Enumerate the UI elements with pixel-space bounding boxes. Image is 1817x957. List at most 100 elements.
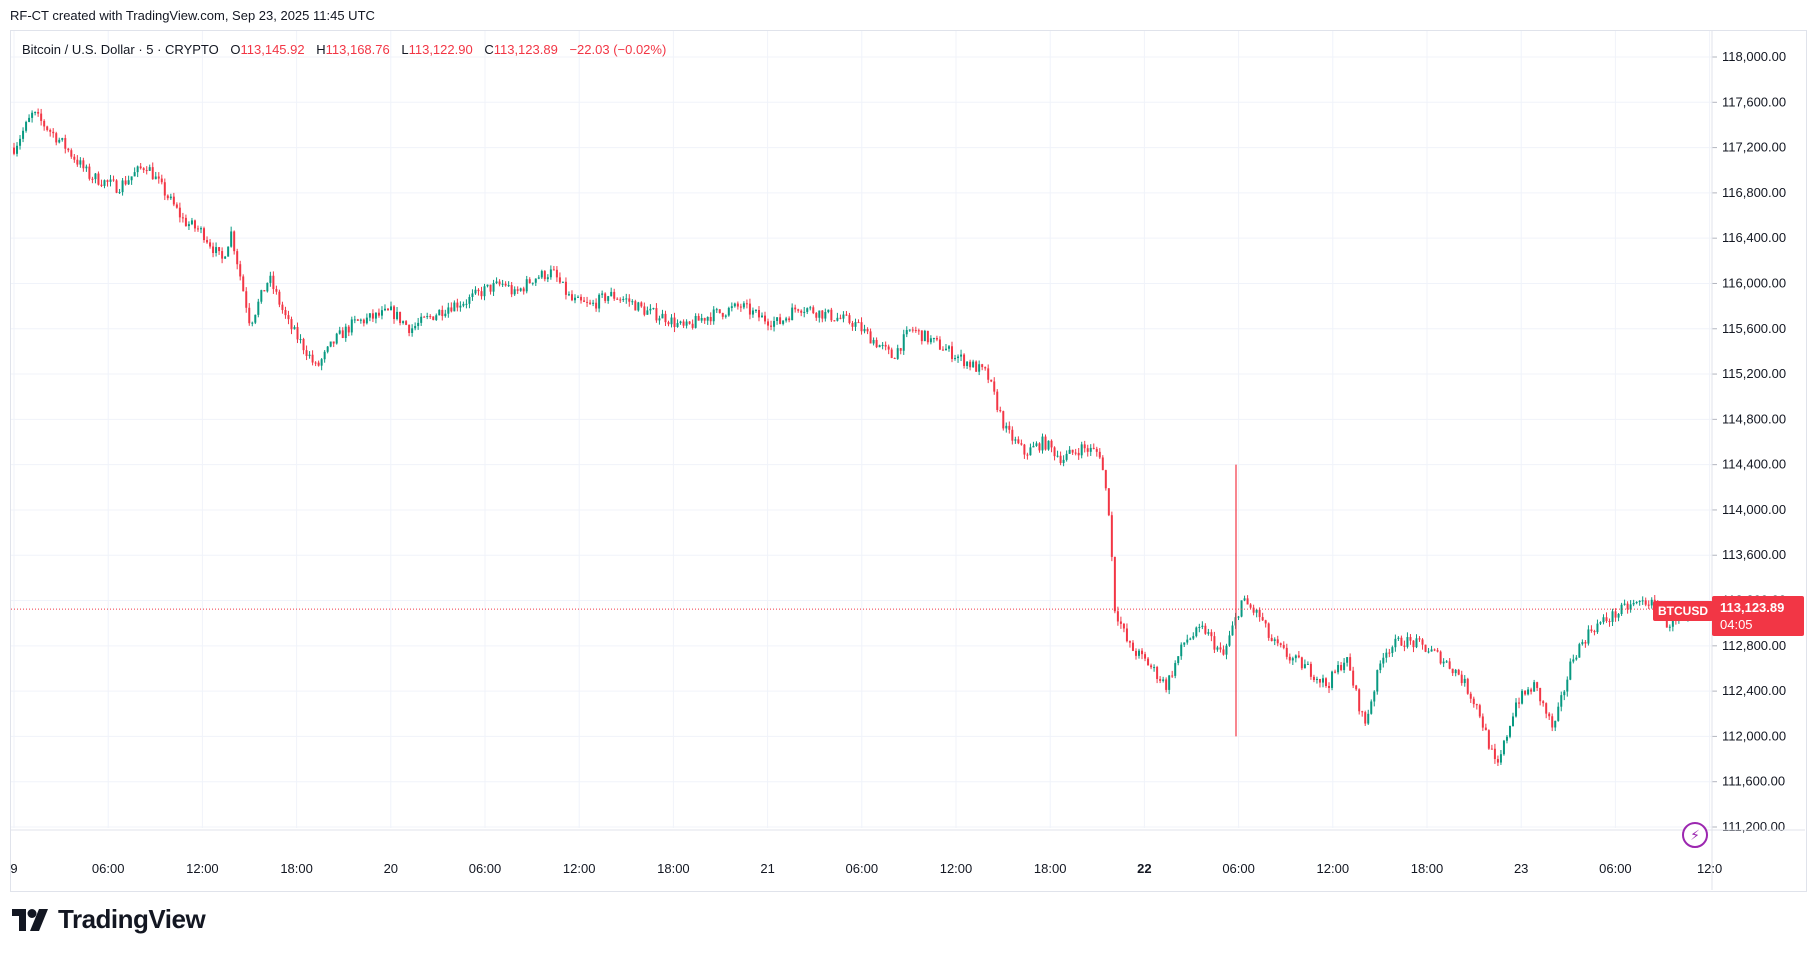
tradingview-logo[interactable]: TradingView: [12, 904, 206, 935]
candle-body: [1231, 625, 1234, 636]
candle-body: [1192, 636, 1195, 639]
candle-body: [528, 279, 531, 284]
candle-body: [275, 289, 278, 292]
candle-body: [920, 330, 923, 342]
candle-body: [88, 166, 91, 179]
candle-body: [863, 329, 866, 332]
candle-body: [531, 282, 534, 284]
candle-body: [1261, 617, 1264, 621]
candle-body: [133, 172, 136, 177]
candle-body: [1002, 411, 1005, 429]
candle-body: [368, 313, 371, 318]
candle-body: [703, 318, 706, 321]
candle-body: [474, 289, 477, 294]
candle-body: [1548, 713, 1551, 717]
candle-body: [815, 313, 818, 318]
candle-body: [1508, 726, 1511, 737]
candle-body: [28, 117, 31, 122]
candle-body: [742, 303, 745, 308]
candle-body: [1092, 447, 1095, 449]
candle-body: [767, 321, 770, 326]
y-tick-label: 116,800.00: [1722, 185, 1786, 200]
candle-body: [1282, 644, 1285, 648]
candle-body: [1216, 647, 1219, 650]
candle-body: [887, 346, 890, 350]
candle-body: [227, 246, 230, 257]
candle-body: [242, 276, 245, 292]
candle-body: [546, 277, 549, 280]
candle-body: [456, 302, 459, 308]
candle-body: [797, 309, 800, 311]
y-tick-label: 111,600.00: [1722, 774, 1785, 789]
candle-body: [435, 315, 438, 320]
candle-body: [1315, 678, 1318, 680]
candle-body: [1466, 678, 1469, 694]
candle-body: [1388, 652, 1391, 654]
candle-body: [1493, 748, 1496, 760]
candle-body: [438, 309, 441, 316]
candle-body: [917, 330, 920, 332]
candle-body: [1116, 611, 1119, 622]
candle-body: [664, 313, 667, 323]
candle-body: [1050, 440, 1053, 448]
candle-body: [595, 302, 598, 309]
candle-body: [573, 297, 576, 301]
candle-body: [619, 299, 622, 301]
chart-frame[interactable]: [10, 30, 1807, 892]
legend-low-value: 113,122.90: [408, 42, 473, 57]
y-tick-label: 111,200.00: [1722, 819, 1785, 834]
x-tick-label: 18:00: [1411, 861, 1444, 876]
candle-body: [1309, 663, 1312, 677]
candle-body: [386, 308, 389, 311]
candle-body: [721, 312, 724, 317]
candle-body: [969, 361, 972, 368]
candle-body: [1014, 439, 1017, 441]
candle-body: [1044, 436, 1047, 450]
candle-body: [326, 346, 329, 352]
candle-body: [374, 312, 377, 319]
candle-body: [76, 159, 79, 165]
candle-body: [25, 121, 28, 131]
candle-body: [287, 315, 290, 320]
candle-body: [1156, 667, 1159, 680]
candle-body: [350, 319, 353, 333]
candle-body: [1201, 625, 1204, 627]
candle-body: [1641, 600, 1644, 602]
candle-body: [1617, 614, 1620, 618]
candle-body: [733, 303, 736, 307]
candle-body: [854, 322, 857, 327]
candle-body: [625, 298, 628, 300]
candle-body: [1141, 650, 1144, 655]
candle-body: [1502, 740, 1505, 755]
candle-body: [178, 207, 181, 218]
candle-body: [954, 358, 957, 360]
candle-body: [145, 170, 148, 172]
candle-body: [483, 286, 486, 297]
candle-body: [272, 275, 275, 290]
candle-body: [1524, 690, 1527, 695]
candle-body: [1545, 703, 1548, 714]
candle-body: [583, 300, 586, 302]
candle-body: [788, 318, 791, 321]
candle-body: [1056, 455, 1059, 457]
candle-body: [1448, 661, 1451, 669]
candle-body: [1614, 611, 1617, 618]
candle-body: [1162, 679, 1165, 681]
candle-body: [1593, 630, 1596, 633]
candle-body: [317, 362, 320, 366]
candle-body: [266, 282, 269, 292]
candle-body: [848, 315, 851, 323]
candle-body: [1451, 668, 1454, 674]
candle-body: [1382, 657, 1385, 664]
candle-body: [1400, 637, 1403, 646]
candle-body: [1605, 617, 1608, 622]
legend-symbol[interactable]: Bitcoin / U.S. Dollar · 5 · CRYPTO: [22, 42, 219, 57]
candle-body: [112, 179, 115, 181]
candle-body: [1267, 623, 1270, 638]
lightning-icon[interactable]: ⚡: [1682, 822, 1708, 848]
candle-body: [661, 313, 664, 319]
candle-body: [1650, 599, 1653, 606]
candle-body: [821, 310, 824, 319]
bar-countdown: 04:05: [1720, 617, 1753, 632]
